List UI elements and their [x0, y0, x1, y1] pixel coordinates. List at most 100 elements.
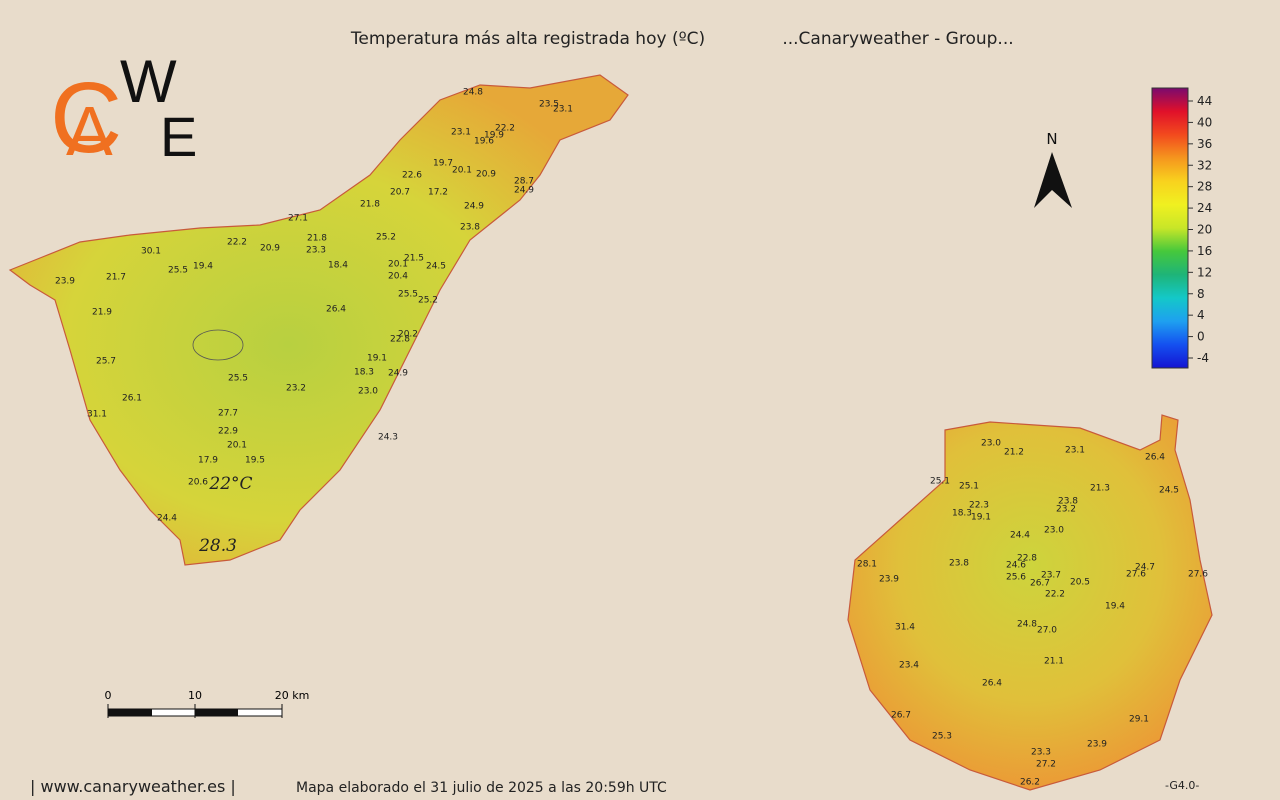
station-value: 27.1	[288, 214, 308, 224]
station-value: 24.6	[1006, 561, 1026, 571]
legend-label: 4	[1197, 308, 1205, 322]
station-value: 20.1	[452, 166, 472, 176]
station-value: 26.4	[326, 305, 346, 315]
station-value: 25.1	[930, 477, 950, 487]
station-value: 20.5	[1070, 578, 1090, 588]
station-value: 29.1	[1129, 715, 1149, 725]
teide-crater	[192, 329, 244, 361]
station-value: 20.9	[476, 170, 496, 180]
station-value: 25.5	[398, 290, 418, 300]
legend-label: 32	[1197, 158, 1212, 172]
station-value: 22.6	[402, 171, 422, 181]
station-value: 22.9	[218, 427, 238, 437]
legend-label: 44	[1197, 94, 1212, 108]
station-value: 24.9	[464, 202, 484, 212]
station-value: 28.1	[857, 560, 877, 570]
station-value: 18.3	[354, 368, 374, 378]
station-value: 20.2	[398, 330, 418, 340]
station-value: 23.9	[879, 575, 899, 585]
station-value: 23.1	[451, 128, 471, 138]
station-value: 19.1	[367, 354, 387, 364]
legend-label: 36	[1197, 137, 1212, 151]
station-value: 26.4	[1145, 453, 1165, 463]
station-value: 24.4	[157, 514, 177, 524]
station-value: 21.1	[1044, 657, 1064, 667]
station-value: 23.8	[1058, 497, 1078, 507]
legend-label: 28	[1197, 180, 1212, 194]
station-value: 25.2	[376, 233, 396, 243]
scale-label: 20 km	[275, 689, 310, 702]
station-value: 18.4	[328, 261, 348, 271]
station-value: 27.0	[1037, 626, 1057, 636]
station-value: 27.6	[1188, 570, 1208, 580]
station-value: 21.8	[360, 200, 380, 210]
station-value: 25.2	[418, 296, 438, 306]
station-value: 19.7	[433, 159, 453, 169]
station-value: 21.7	[106, 273, 126, 283]
station-value: 23.5	[539, 100, 559, 110]
station-value: 21.8	[307, 234, 327, 244]
scale-label: 10	[188, 689, 202, 702]
station-value: 22.8	[1017, 554, 1037, 564]
legend-label: 8	[1197, 287, 1205, 301]
station-value: 19.6	[474, 137, 494, 147]
station-value: 22.2	[495, 124, 515, 134]
highlight-label: 22°C	[208, 474, 252, 494]
station-value: 24.5	[426, 262, 446, 272]
footer-version: -G4.0-	[1165, 779, 1199, 792]
station-value: 22.2	[1045, 590, 1065, 600]
station-value: 21.5	[404, 254, 424, 264]
north-arrow	[1034, 152, 1072, 208]
station-value: 20.7	[390, 188, 410, 198]
scale-label: 0	[105, 689, 112, 702]
station-value: 19.9	[484, 131, 504, 141]
station-value: 19.5	[245, 456, 265, 466]
legend-label: 16	[1197, 244, 1212, 258]
tenerife	[8, 74, 629, 566]
legend-label: 0	[1197, 330, 1205, 344]
station-value: 31.1	[87, 410, 107, 420]
legend-label: 20	[1197, 223, 1212, 237]
highlight-label: 28.3	[198, 536, 237, 556]
station-value: 24.9	[388, 369, 408, 379]
station-value: 23.0	[358, 387, 378, 397]
station-value: 25.5	[168, 266, 188, 276]
station-value: 17.9	[198, 456, 218, 466]
station-value: 26.4	[982, 679, 1002, 689]
station-value: 21.3	[1090, 484, 1110, 494]
station-value: 27.7	[218, 409, 238, 419]
station-value: 20.6	[188, 478, 208, 488]
station-value: 20.9	[260, 244, 280, 254]
station-value: 23.1	[1065, 446, 1085, 456]
legend-label: 24	[1197, 201, 1212, 215]
station-value: 23.9	[55, 277, 75, 287]
station-value: 23.2	[1056, 505, 1076, 515]
logo: C A W E	[50, 48, 197, 174]
station-value: 20.4	[388, 272, 408, 282]
station-value: 20.1	[388, 260, 408, 270]
station-value: 25.6	[1006, 573, 1026, 583]
station-value: 24.9	[514, 186, 534, 196]
station-value: 23.7	[1041, 571, 1061, 581]
station-value: 22.8	[390, 335, 410, 345]
legend-label: 40	[1197, 115, 1212, 129]
title: Temperatura más alta registrada hoy (ºC)	[350, 29, 705, 49]
logo-letter: W	[120, 48, 177, 115]
group: ...Canaryweather - Group...	[782, 29, 1013, 49]
station-value: 23.0	[981, 439, 1001, 449]
station-value: 23.8	[949, 559, 969, 569]
station-value: 23.8	[460, 223, 480, 233]
station-value: 30.1	[141, 247, 161, 257]
station-value: 25.3	[932, 732, 952, 742]
station-value: 26.7	[1030, 579, 1050, 589]
station-value: 20.1	[227, 441, 247, 451]
gran-canaria	[847, 414, 1213, 791]
legend-bar	[1151, 87, 1189, 369]
station-value: 23.3	[1031, 748, 1051, 758]
station-value: 27.2	[1036, 760, 1056, 770]
station-value: 23.9	[1087, 740, 1107, 750]
legend-label: 12	[1197, 265, 1212, 279]
station-value: 17.2	[428, 188, 448, 198]
station-value: 22.2	[227, 238, 247, 248]
